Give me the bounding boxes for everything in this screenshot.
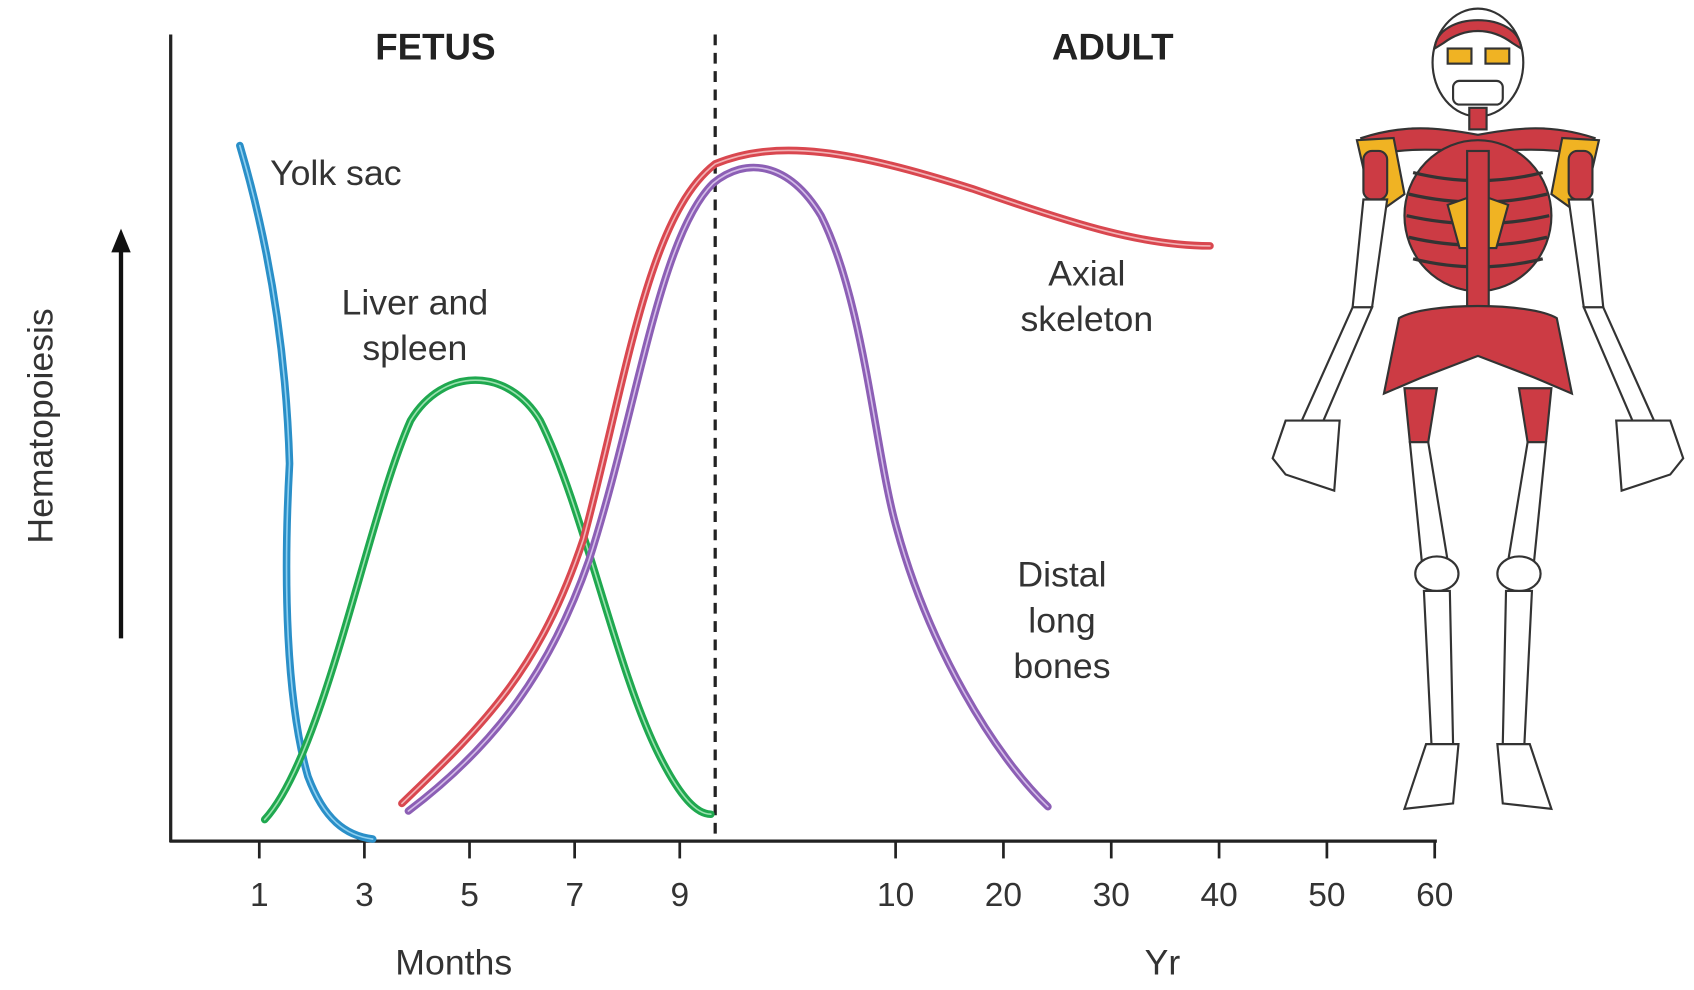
tick-label: 9 — [670, 877, 689, 914]
diagram: FETUS ADULT Hematopoiesis Yolk sac Liver… — [0, 0, 1694, 990]
tick-label: 30 — [1093, 877, 1130, 914]
curves — [240, 146, 1210, 839]
months-label: Months — [395, 943, 512, 983]
tick-label: 40 — [1200, 877, 1237, 914]
tick-label: 50 — [1308, 877, 1345, 914]
distal-curve — [408, 168, 1048, 811]
curve-highlight — [265, 380, 711, 819]
tick-label: 10 — [877, 877, 914, 914]
y-axis-label: Hematopoiesis — [21, 308, 61, 543]
adult-header: ADULT — [1052, 26, 1174, 67]
arrow-head — [111, 229, 130, 253]
tick-marks — [259, 841, 1434, 858]
axial-curve — [402, 150, 1210, 803]
tick-label: 1 — [250, 877, 269, 914]
fetus-header: FETUS — [375, 26, 495, 67]
curve-label: spleen — [362, 328, 467, 368]
curve-label: long — [1028, 601, 1095, 641]
skeleton — [1273, 9, 1684, 809]
tick-label: 60 — [1416, 877, 1453, 914]
curve-label: Liver and — [342, 283, 489, 323]
tick-label: 7 — [565, 877, 584, 914]
curve-highlight — [402, 150, 1210, 803]
years-label: Yr — [1145, 943, 1181, 983]
tick-label: 3 — [355, 877, 374, 914]
tick-labels: 1 3 5 7 9 10 20 30 40 50 60 — [250, 877, 1453, 914]
liver-curve — [265, 380, 711, 819]
curve-label: Axial — [1048, 254, 1125, 294]
tick-label: 5 — [460, 877, 479, 914]
curve-label: Yolk sac — [270, 153, 401, 193]
curve-label: Distal — [1017, 554, 1106, 594]
curve-label: skeleton — [1020, 299, 1153, 339]
tick-label: 20 — [985, 877, 1022, 914]
curve-label: bones — [1013, 646, 1110, 686]
